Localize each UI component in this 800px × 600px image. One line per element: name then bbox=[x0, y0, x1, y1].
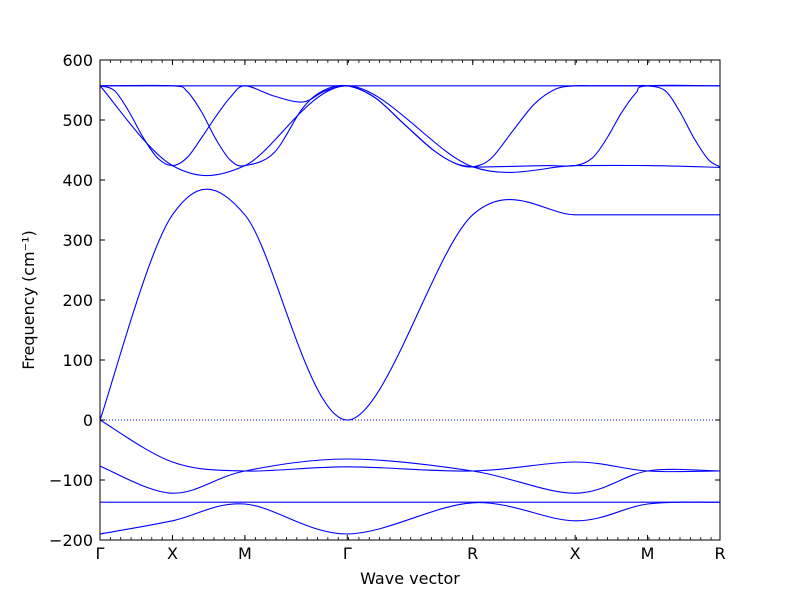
x-tick-label: Γ bbox=[96, 544, 105, 563]
x-tick-label: R bbox=[467, 544, 478, 563]
y-tick-label: 200 bbox=[62, 291, 93, 310]
x-tick-label: Γ bbox=[343, 544, 352, 563]
y-tick-label: 600 bbox=[62, 51, 93, 70]
x-tick-label: M bbox=[238, 544, 252, 563]
y-tick-label: 300 bbox=[62, 231, 93, 250]
x-tick-label: X bbox=[167, 544, 178, 563]
y-tick-label: −100 bbox=[49, 471, 93, 490]
phonon-branch-6 bbox=[100, 419, 720, 473]
x-tick-label: M bbox=[641, 544, 655, 563]
x-tick-label: X bbox=[570, 544, 581, 563]
phonon-branch-3 bbox=[100, 84, 720, 168]
y-axis: −200 −100 0 100 200 300 400 500 600 bbox=[49, 51, 720, 550]
x-axis-label: Wave vector bbox=[360, 569, 460, 588]
y-tick-label: −200 bbox=[49, 531, 93, 550]
plot-area bbox=[100, 84, 720, 535]
phonon-branch-4 bbox=[100, 85, 720, 177]
y-tick-label: 0 bbox=[83, 411, 93, 430]
y-axis-label: Frequency (cm⁻¹) bbox=[19, 230, 38, 369]
y-tick-label: 500 bbox=[62, 111, 93, 130]
phonon-branch-5 bbox=[100, 188, 720, 421]
y-tick-label: 100 bbox=[62, 351, 93, 370]
x-tick-label: R bbox=[714, 544, 725, 563]
y-tick-label: 400 bbox=[62, 171, 93, 190]
phonon-branch-7 bbox=[100, 458, 720, 494]
phonon-branch-8 bbox=[100, 501, 720, 535]
